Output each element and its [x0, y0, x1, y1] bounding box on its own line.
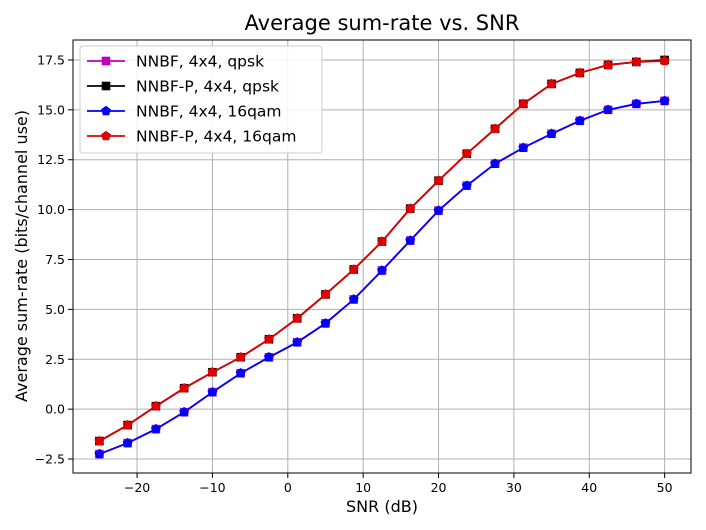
data-point	[603, 104, 614, 115]
data-point	[433, 205, 444, 215]
data-point	[150, 400, 161, 411]
data-point	[518, 142, 529, 152]
data-point	[122, 419, 133, 430]
legend-marker	[101, 130, 111, 141]
data-point	[659, 55, 670, 66]
y-tick-label: 12.5	[37, 152, 65, 167]
data-point	[433, 175, 444, 185]
series-4	[94, 55, 670, 446]
legend-box	[79, 45, 323, 154]
legend-label: NNBF-P, 4x4, 16qam	[136, 128, 296, 146]
data-point	[518, 98, 529, 109]
data-point	[263, 352, 274, 362]
data-point	[94, 448, 105, 459]
y-tick-label: −2.5	[35, 452, 65, 467]
y-axis-label: Average sum-rate (bits/channel use)	[12, 110, 31, 402]
data-point	[235, 352, 246, 362]
data-point	[320, 318, 331, 328]
series-line	[99, 99, 665, 455]
legend-item: NNBF-P, 4x4, 16qam	[87, 128, 296, 146]
data-point	[546, 128, 557, 138]
data-point	[94, 435, 105, 446]
data-point	[207, 386, 218, 397]
legend-label: NNBF, 4x4, 16qam	[136, 103, 282, 121]
legend-item: NNBF, 4x4, 16qam	[87, 103, 282, 121]
x-tick-label: 30	[506, 480, 522, 495]
legend-marker	[101, 81, 111, 91]
data-point	[546, 78, 557, 89]
data-point	[320, 289, 331, 299]
data-point	[659, 95, 670, 106]
y-tick-label: 17.5	[37, 52, 65, 67]
data-point	[490, 158, 501, 168]
legend-marker	[101, 105, 111, 116]
legend-label: NNBF-P, 4x4, qpsk	[136, 78, 279, 96]
data-point	[574, 67, 585, 78]
series-layer	[94, 55, 670, 459]
data-point	[461, 148, 472, 158]
x-tick-label: 50	[657, 480, 673, 495]
x-tick-label: 20	[431, 480, 447, 495]
data-point	[179, 382, 190, 393]
x-axis-label: SNR (dB)	[346, 497, 418, 516]
x-tick-label: −20	[124, 480, 150, 495]
legend-marker	[101, 56, 111, 66]
data-point	[348, 294, 359, 304]
y-tick-label: 10.0	[37, 202, 65, 217]
plot-frame	[72, 39, 692, 474]
data-point	[179, 406, 190, 417]
data-point	[292, 313, 303, 323]
data-point	[292, 337, 303, 347]
ticks: −20 −10 0 10 20 30 40 50 −2.5 0.0 2.5 5.0 7.5 10.0 12.…	[35, 52, 673, 495]
legend-item: NNBF-P, 4x4, qpsk	[87, 78, 279, 96]
data-point	[490, 123, 501, 134]
data-point	[377, 236, 387, 246]
data-point	[122, 437, 133, 448]
x-tick-label: 10	[355, 480, 371, 495]
y-tick-label: 15.0	[37, 102, 65, 117]
data-point	[461, 180, 472, 190]
data-point	[348, 264, 359, 274]
legend-label: NNBF, 4x4, qpsk	[136, 53, 264, 71]
y-tick-label: 7.5	[45, 252, 65, 267]
data-point	[574, 115, 585, 126]
x-tick-label: 40	[581, 480, 597, 495]
data-point	[235, 368, 246, 378]
x-tick-label: 0	[284, 480, 292, 495]
data-point	[263, 334, 274, 344]
chart-title: Average sum-rate vs. SNR	[245, 11, 520, 35]
data-point	[405, 235, 416, 245]
y-tick-label: 5.0	[45, 302, 65, 317]
data-point	[603, 59, 614, 70]
data-point	[150, 423, 161, 434]
x-tick-label: −10	[199, 480, 225, 495]
legend-item: NNBF, 4x4, qpsk	[87, 53, 264, 71]
data-point	[631, 98, 642, 109]
series-line	[99, 99, 665, 455]
data-point	[631, 56, 642, 67]
series-3	[94, 95, 670, 459]
data-point	[377, 265, 387, 275]
y-tick-label: 0.0	[45, 402, 65, 417]
legend: NNBF, 4x4, qpsk NNBF-P, 4x4, qpsk NNBF, 4x…	[79, 45, 323, 154]
y-tick-label: 2.5	[45, 352, 65, 367]
data-point	[207, 367, 218, 377]
data-point	[405, 203, 416, 213]
